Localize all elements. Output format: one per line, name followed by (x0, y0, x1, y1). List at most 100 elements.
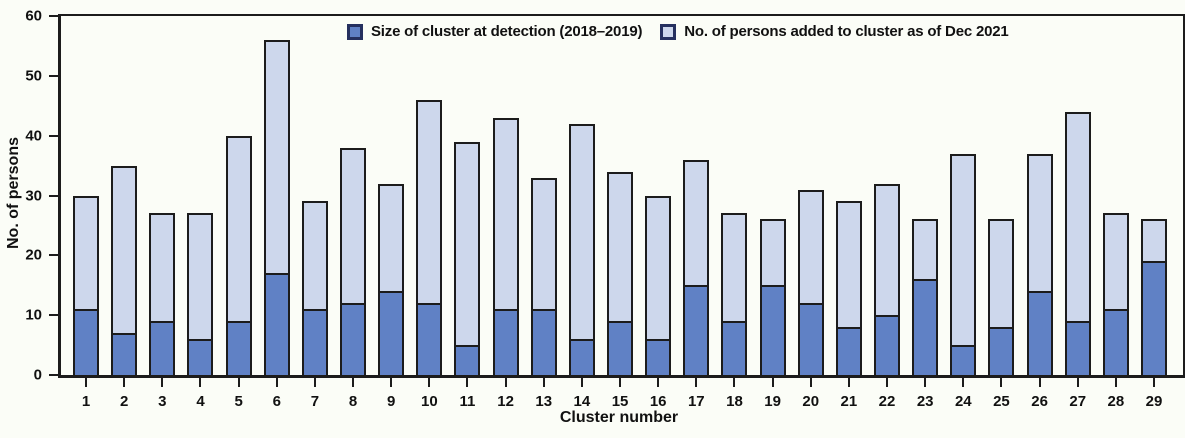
bar-slot-cluster-28: 28 (1097, 16, 1135, 410)
segment-added-cluster-24 (952, 155, 975, 346)
bar-slot-cluster-15: 15 (601, 16, 639, 410)
bar-slot-cluster-20: 20 (792, 16, 830, 410)
x-axis-tick-label: 22 (878, 393, 896, 410)
segment-added-cluster-14 (570, 125, 593, 340)
bars-row: 1 2 3 4 5 6 7 8 9 10 11 12 13 14 15 16 17 18 19 20 21 22 23 24 2… (61, 16, 1183, 410)
segment-detection-cluster-11 (456, 345, 479, 375)
bar-slot-cluster-4: 4 (181, 16, 219, 410)
x-axis-tick (695, 378, 698, 387)
x-axis-tick-label: 3 (158, 393, 167, 410)
stacked-bar-cluster-19 (759, 219, 786, 375)
legend-item-added: No. of persons added to cluster as of De… (660, 23, 1009, 40)
legend-swatch-detection-icon (347, 23, 363, 40)
x-axis-tick-label: 24 (954, 393, 972, 410)
segment-detection-cluster-7 (303, 309, 326, 375)
x-axis-tick-label: 12 (497, 393, 514, 410)
legend-label-detection: Size of cluster at detection (2018–2019) (371, 23, 643, 40)
segment-detection-cluster-18 (723, 321, 746, 375)
stacked-bar-cluster-22 (874, 183, 901, 375)
x-axis-tick (847, 378, 850, 387)
stacked-bar-cluster-9 (378, 183, 405, 375)
segment-added-cluster-1 (75, 197, 98, 310)
bar-slot-cluster-29: 29 (1135, 16, 1173, 410)
x-axis-tick-label: 23 (916, 393, 934, 410)
stacked-bar-cluster-6 (263, 39, 290, 375)
bar-slot-cluster-14: 14 (563, 16, 601, 410)
x-axis-tick (237, 378, 240, 387)
segment-added-cluster-8 (342, 149, 365, 304)
x-axis-tick (313, 378, 316, 387)
segment-added-cluster-27 (1066, 113, 1089, 322)
bar-slot-cluster-11: 11 (448, 16, 486, 410)
bar-slot-cluster-6: 6 (258, 16, 296, 410)
segment-detection-cluster-29 (1143, 261, 1165, 375)
segment-detection-cluster-5 (227, 321, 250, 375)
x-axis-tick-label: 14 (573, 393, 591, 410)
x-axis-tick (1076, 378, 1079, 387)
y-axis-tick (49, 374, 58, 376)
segment-added-cluster-11 (456, 143, 479, 346)
stacked-bar-cluster-12 (492, 117, 519, 375)
segment-added-cluster-3 (151, 215, 174, 322)
segment-detection-cluster-9 (380, 291, 403, 375)
x-axis-tick-label: 18 (726, 393, 743, 410)
segment-detection-cluster-27 (1066, 321, 1089, 375)
stacked-bar-cluster-27 (1064, 111, 1091, 375)
segment-detection-cluster-28 (1104, 309, 1127, 375)
x-axis-tick (1114, 378, 1117, 387)
stacked-bar-cluster-3 (149, 213, 176, 375)
x-axis-tick-label: 10 (420, 393, 438, 410)
x-axis-tick-label: 21 (840, 393, 858, 410)
x-axis-tick (466, 378, 469, 387)
x-axis-tick (504, 378, 507, 387)
legend: Size of cluster at detection (2018–2019)… (347, 23, 1009, 40)
stacked-bar-cluster-20 (797, 189, 824, 375)
x-axis-tick (428, 378, 431, 387)
x-axis-title: Cluster number (559, 409, 679, 426)
y-axis-tick (49, 134, 58, 137)
segment-detection-cluster-26 (1028, 291, 1051, 375)
bar-slot-cluster-10: 10 (410, 16, 448, 410)
segment-added-cluster-22 (876, 185, 899, 316)
x-axis-tick-label: 25 (993, 393, 1010, 410)
segment-detection-cluster-10 (418, 303, 441, 375)
x-axis-tick (809, 378, 812, 387)
bar-slot-cluster-7: 7 (296, 16, 334, 410)
segment-detection-cluster-16 (647, 339, 670, 375)
x-axis-tick (1000, 378, 1003, 387)
x-axis-tick-label: 28 (1107, 393, 1125, 410)
stacked-bar-cluster-15 (607, 171, 634, 375)
y-axis-tick-label: 60 (25, 7, 42, 25)
segment-added-cluster-9 (380, 185, 403, 292)
plot-area: Size of cluster at detection (2018–2019)… (25, 9, 1185, 410)
x-axis-tick-label: 2 (120, 393, 129, 410)
x-axis-tick (1038, 378, 1041, 387)
x-axis-tick (580, 378, 583, 387)
x-axis-tick (1153, 378, 1155, 387)
x-axis-tick (352, 378, 355, 387)
bar-slot-cluster-27: 27 (1059, 16, 1097, 410)
stacked-bar-cluster-11 (454, 141, 481, 375)
x-axis-tick (733, 378, 736, 387)
x-axis-tick-label: 5 (234, 393, 243, 410)
stacked-bar-cluster-1 (73, 195, 100, 375)
segment-detection-cluster-23 (914, 279, 937, 375)
bar-slot-cluster-3: 3 (143, 16, 181, 410)
bar-slot-cluster-2: 2 (105, 16, 143, 410)
segment-added-cluster-4 (189, 215, 212, 340)
segment-detection-cluster-22 (876, 315, 899, 375)
segment-added-cluster-28 (1104, 215, 1127, 310)
segment-detection-cluster-19 (761, 285, 784, 375)
segment-added-cluster-21 (837, 203, 860, 328)
x-axis-tick-label: 17 (687, 393, 705, 410)
x-axis-tick (886, 378, 889, 387)
segment-detection-cluster-17 (685, 285, 708, 375)
bar-slot-cluster-13: 13 (525, 16, 563, 410)
stacked-bar-cluster-14 (568, 123, 595, 375)
bar-slot-cluster-12: 12 (487, 16, 525, 410)
segment-detection-cluster-4 (189, 339, 212, 375)
legend-swatch-added-icon (660, 23, 677, 40)
x-axis-tick (962, 378, 965, 387)
bar-slot-cluster-23: 23 (906, 16, 944, 410)
